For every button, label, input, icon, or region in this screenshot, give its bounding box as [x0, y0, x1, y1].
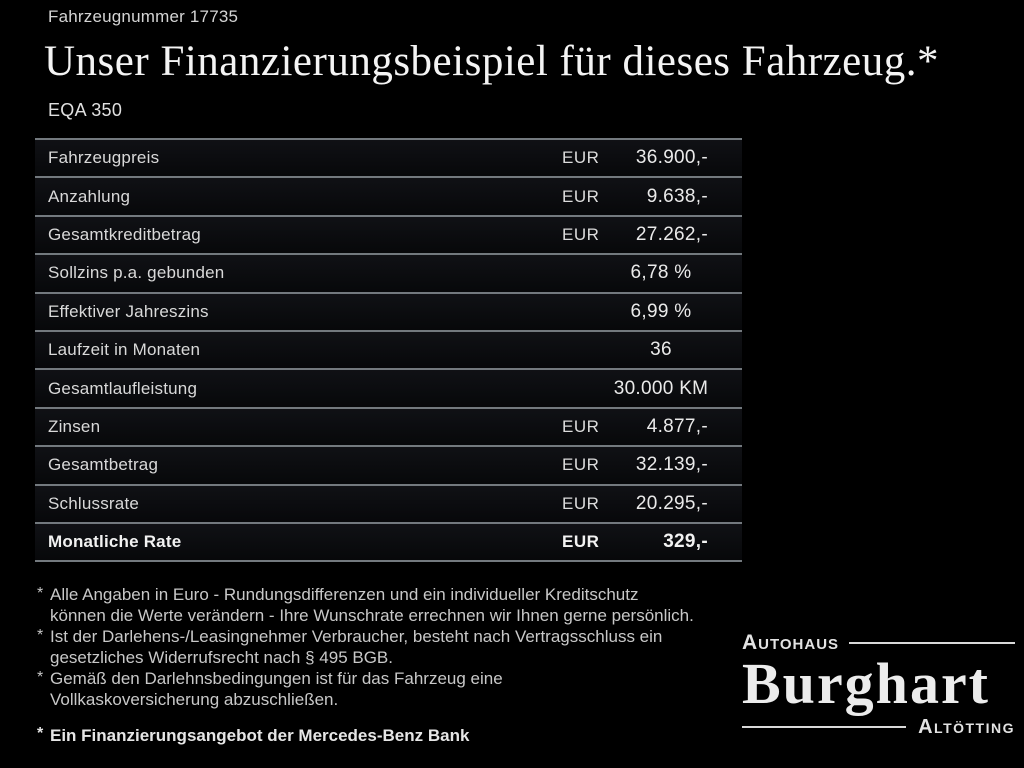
row-value-cell: 30.000 KM [562, 378, 742, 400]
row-value: 6,78 % [630, 262, 692, 284]
finance-table: Fahrzeugpreis EUR 36.900,- Anzahlung EUR 9… [35, 138, 742, 563]
row-value: 27.262,- [635, 223, 708, 245]
table-row: Zinsen EUR 4.877,- [35, 408, 742, 448]
dealer-logo-bottom: Altötting [742, 716, 1015, 738]
row-value: 30.000 KM [613, 377, 709, 399]
footnote-line: können die Werte verändern - Ihre Wunsch… [50, 606, 694, 625]
footnote-item: * Alle Angaben in Euro - Rundungsdiffere… [37, 584, 767, 626]
table-row: Schlussrate EUR 20.295,- [35, 485, 742, 524]
table-row: Anzahlung EUR 9.638,- [35, 178, 742, 217]
currency-label: EUR [562, 532, 600, 552]
row-value-cell: EUR 36.900,- [562, 147, 742, 169]
row-label: Anzahlung [48, 186, 131, 206]
row-value-cell: 6,78 % [562, 262, 742, 284]
row-label: Monatliche Rate [48, 532, 182, 552]
currency-label: EUR [562, 186, 600, 206]
footnote-marker: * [37, 725, 44, 742]
table-row: Gesamtbetrag EUR 32.139,- [35, 447, 742, 486]
financing-note-text: Ein Finanzierungsangebot der Mercedes-Be… [50, 726, 470, 745]
row-label: Schlussrate [48, 493, 140, 513]
table-row: Sollzins p.a. gebunden 6,78 % [35, 255, 742, 294]
row-label: Gesamtkreditbetrag [48, 224, 201, 244]
financing-note: * Ein Finanzierungsangebot der Mercedes-… [37, 725, 470, 746]
row-value-cell: EUR 329,- [562, 531, 742, 553]
row-value: 6,99 % [630, 300, 692, 322]
footnote-line: Gemäß den Darlehnsbedingungen ist für da… [50, 669, 503, 688]
footnote-line: Vollkaskoversicherung abzuschließen. [50, 690, 339, 709]
page-title-text: Unser Finanzierungsbeispiel für dieses F… [44, 38, 918, 85]
table-row: Effektiver Jahreszins 6,99 % [35, 293, 742, 332]
footnote-marker: * [37, 669, 44, 686]
dealer-logo-city: Altötting [918, 716, 1015, 738]
row-label: Fahrzeugpreis [48, 148, 160, 168]
row-label: Gesamtbetrag [48, 455, 159, 475]
footnote-item: * Ist der Darlehens-/Leasingnehmer Verbr… [37, 626, 767, 668]
row-value: 36 [650, 339, 672, 361]
row-label: Zinsen [48, 416, 101, 436]
footnote-line: gesetzliches Widerrufsrecht nach § 495 B… [50, 648, 393, 667]
row-value-cell: EUR 9.638,- [562, 186, 742, 208]
footnote-marker: * [37, 627, 44, 644]
row-value: 20.295,- [635, 492, 708, 514]
row-label: Gesamtlaufleistung [48, 378, 198, 398]
row-label: Sollzins p.a. gebunden [48, 263, 225, 283]
table-row: Gesamtkreditbetrag EUR 27.262,- [35, 216, 742, 256]
currency-label: EUR [562, 416, 600, 436]
footnotes: * Alle Angaben in Euro - Rundungsdiffere… [37, 584, 767, 710]
footnote-marker: * [37, 585, 44, 602]
dealer-logo: Autohaus Burghart Altötting [742, 632, 1015, 738]
row-value: 4.877,- [646, 415, 708, 437]
currency-label: EUR [562, 148, 600, 168]
row-value: 329,- [663, 531, 708, 553]
currency-label: EUR [562, 455, 600, 475]
page-title: Unser Finanzierungsbeispiel für dieses F… [44, 36, 939, 88]
table-row-monthly-rate: Monatliche Rate EUR 329,- [35, 523, 742, 563]
footnote-line: Alle Angaben in Euro - Rundungsdifferenz… [50, 585, 639, 604]
row-value: 36.900,- [635, 147, 708, 169]
logo-rule-bottom [742, 726, 907, 728]
dealer-logo-name: Burghart [742, 651, 990, 716]
dealer-logo-top: Autohaus [742, 632, 1015, 654]
currency-label: EUR [562, 493, 600, 513]
table-row: Laufzeit in Monaten 36 [35, 331, 742, 371]
footnote-line: Ist der Darlehens-/Leasingnehmer Verbrau… [50, 627, 663, 646]
row-value-cell: EUR 20.295,- [562, 493, 742, 515]
row-label: Laufzeit in Monaten [48, 340, 201, 360]
dealer-logo-autohaus: Autohaus [742, 631, 840, 654]
row-value-cell: 36 [562, 339, 742, 361]
row-value-cell: 6,99 % [562, 301, 742, 323]
table-row: Gesamtlaufleistung 30.000 KM [35, 370, 742, 409]
title-asterisk: * [917, 38, 940, 85]
row-value-cell: EUR 32.139,- [562, 454, 742, 476]
row-value: 9.638,- [646, 185, 708, 207]
row-label: Effektiver Jahreszins [48, 301, 209, 321]
row-value-cell: EUR 4.877,- [562, 416, 742, 438]
logo-rule-top [849, 642, 1015, 644]
row-value-cell: EUR 27.262,- [562, 224, 742, 246]
row-value: 32.139,- [635, 454, 708, 476]
model-name: EQA 350 [48, 100, 123, 120]
table-row: Fahrzeugpreis EUR 36.900,- [35, 140, 742, 179]
currency-label: EUR [562, 224, 600, 244]
footnote-item: * Gemäß den Darlehnsbedingungen ist für … [37, 668, 767, 710]
vehicle-number: Fahrzeugnummer 17735 [48, 7, 239, 26]
